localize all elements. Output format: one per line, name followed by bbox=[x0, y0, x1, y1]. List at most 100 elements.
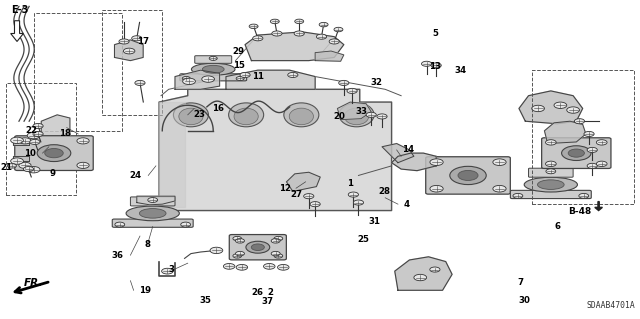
Circle shape bbox=[180, 222, 191, 227]
Circle shape bbox=[28, 167, 40, 173]
Ellipse shape bbox=[179, 108, 203, 125]
Circle shape bbox=[545, 161, 556, 167]
Circle shape bbox=[532, 105, 545, 112]
Ellipse shape bbox=[234, 108, 258, 125]
Text: 23: 23 bbox=[193, 110, 205, 119]
FancyBboxPatch shape bbox=[510, 190, 591, 198]
Circle shape bbox=[233, 236, 241, 241]
Polygon shape bbox=[287, 172, 320, 191]
Circle shape bbox=[422, 61, 432, 66]
Circle shape bbox=[295, 19, 303, 24]
Circle shape bbox=[249, 24, 258, 29]
Polygon shape bbox=[226, 70, 315, 89]
Circle shape bbox=[596, 140, 607, 145]
Circle shape bbox=[596, 161, 607, 167]
Text: 6: 6 bbox=[555, 222, 561, 231]
Polygon shape bbox=[315, 51, 344, 61]
Ellipse shape bbox=[344, 108, 369, 125]
Polygon shape bbox=[395, 257, 452, 290]
Circle shape bbox=[162, 268, 173, 274]
Text: 33: 33 bbox=[355, 107, 367, 116]
Circle shape bbox=[366, 112, 376, 117]
Text: 5: 5 bbox=[432, 29, 438, 38]
Ellipse shape bbox=[339, 103, 374, 127]
Circle shape bbox=[124, 48, 135, 54]
Ellipse shape bbox=[524, 177, 577, 192]
FancyBboxPatch shape bbox=[426, 157, 510, 194]
Circle shape bbox=[119, 39, 129, 44]
Ellipse shape bbox=[126, 206, 179, 221]
Circle shape bbox=[132, 36, 142, 41]
Circle shape bbox=[587, 147, 597, 152]
Circle shape bbox=[182, 77, 190, 80]
Polygon shape bbox=[115, 40, 143, 61]
Polygon shape bbox=[337, 102, 371, 120]
Polygon shape bbox=[545, 121, 586, 144]
Circle shape bbox=[271, 251, 280, 256]
Circle shape bbox=[30, 139, 40, 145]
Text: 12: 12 bbox=[278, 184, 291, 193]
Circle shape bbox=[274, 236, 283, 241]
FancyArrow shape bbox=[595, 202, 602, 211]
Circle shape bbox=[33, 131, 43, 137]
Circle shape bbox=[135, 80, 145, 85]
Circle shape bbox=[579, 193, 589, 198]
Text: 26: 26 bbox=[252, 288, 264, 297]
FancyBboxPatch shape bbox=[195, 56, 232, 63]
Circle shape bbox=[115, 222, 125, 227]
Circle shape bbox=[319, 22, 328, 27]
Circle shape bbox=[288, 72, 298, 78]
Text: 19: 19 bbox=[139, 286, 151, 295]
Circle shape bbox=[270, 19, 279, 24]
Text: 2: 2 bbox=[268, 288, 273, 297]
Circle shape bbox=[240, 72, 250, 78]
Text: 28: 28 bbox=[378, 187, 390, 196]
Circle shape bbox=[568, 149, 584, 157]
Circle shape bbox=[77, 138, 89, 144]
Text: 36: 36 bbox=[111, 251, 124, 260]
Circle shape bbox=[493, 159, 506, 166]
Polygon shape bbox=[13, 156, 29, 161]
Text: 10: 10 bbox=[24, 149, 36, 158]
Circle shape bbox=[236, 264, 248, 270]
Circle shape bbox=[202, 76, 214, 82]
Circle shape bbox=[430, 267, 440, 272]
Circle shape bbox=[148, 197, 157, 203]
Circle shape bbox=[329, 39, 339, 44]
Text: FR.: FR. bbox=[24, 278, 44, 288]
Circle shape bbox=[430, 185, 443, 192]
Ellipse shape bbox=[538, 180, 564, 189]
FancyBboxPatch shape bbox=[529, 168, 573, 177]
Circle shape bbox=[271, 239, 280, 243]
Circle shape bbox=[310, 202, 320, 207]
Bar bbox=[532, 70, 634, 204]
Text: 29: 29 bbox=[233, 47, 244, 56]
Circle shape bbox=[554, 102, 567, 108]
Circle shape bbox=[431, 63, 441, 68]
Circle shape bbox=[8, 164, 17, 168]
Circle shape bbox=[246, 241, 269, 253]
Circle shape bbox=[253, 36, 263, 41]
Text: 25: 25 bbox=[358, 235, 369, 244]
Text: 20: 20 bbox=[333, 112, 346, 121]
Circle shape bbox=[19, 138, 31, 144]
Text: 7: 7 bbox=[517, 278, 524, 287]
Circle shape bbox=[37, 145, 71, 161]
Text: 21: 21 bbox=[1, 163, 13, 172]
Ellipse shape bbox=[284, 103, 319, 127]
Text: 35: 35 bbox=[200, 296, 211, 305]
Text: 4: 4 bbox=[404, 200, 410, 209]
Circle shape bbox=[339, 80, 349, 85]
Circle shape bbox=[24, 167, 33, 172]
Circle shape bbox=[236, 77, 244, 80]
Ellipse shape bbox=[140, 209, 166, 218]
Circle shape bbox=[546, 169, 556, 174]
Circle shape bbox=[274, 254, 283, 258]
Ellipse shape bbox=[191, 63, 235, 75]
Circle shape bbox=[19, 162, 31, 168]
Text: 8: 8 bbox=[145, 240, 150, 249]
Text: 3: 3 bbox=[169, 265, 175, 274]
Polygon shape bbox=[519, 91, 582, 124]
Text: 16: 16 bbox=[212, 104, 225, 113]
Circle shape bbox=[28, 132, 40, 139]
